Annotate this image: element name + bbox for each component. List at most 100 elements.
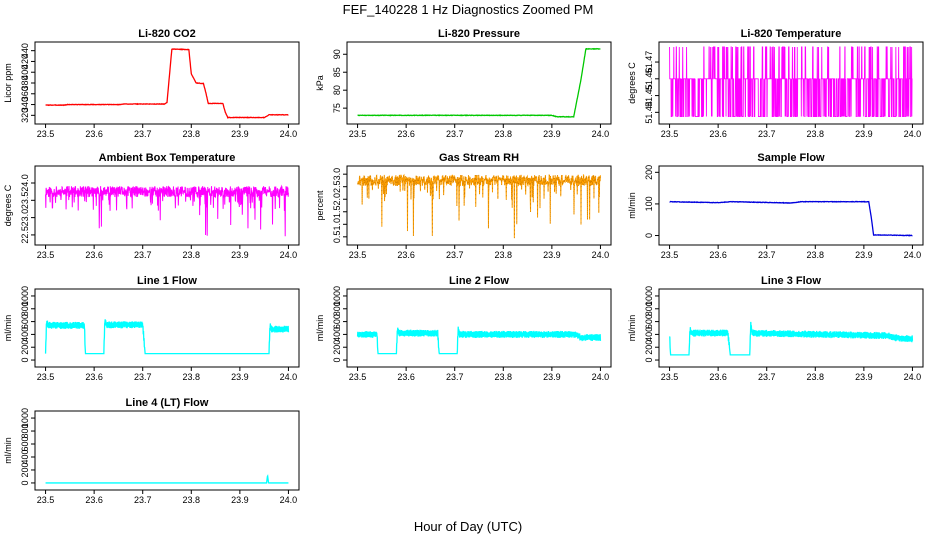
plot-frame xyxy=(34,288,300,368)
y-tick-label: 51.46 xyxy=(644,68,654,91)
y-tick-label: 600 xyxy=(644,314,654,329)
series-group xyxy=(45,184,289,237)
plot-frame xyxy=(34,410,300,491)
x-tick-label: 23.6 xyxy=(85,372,103,382)
y-tick-label: 1000 xyxy=(332,286,342,306)
y-tick-label: 380 xyxy=(20,75,30,90)
x-tick-label: 23.8 xyxy=(807,129,825,139)
panel-title: Line 1 Flow xyxy=(137,275,197,287)
x-tick-label: 24.0 xyxy=(592,129,610,139)
x-tick-label: 23.7 xyxy=(758,129,776,139)
x-tick-label: 23.9 xyxy=(543,250,561,260)
x-tick-label: 23.6 xyxy=(85,129,103,139)
x-tick-label: 23.9 xyxy=(231,495,249,505)
x-tick-label: 23.8 xyxy=(807,250,825,260)
x-tick-label: 23.9 xyxy=(231,372,249,382)
y-tick-label: 0 xyxy=(644,358,654,363)
plot-frame xyxy=(658,165,924,246)
chart-panel: Li-820 Pressure kPa 23.5 23.6 23.7 23.8 23.9 24… xyxy=(315,28,612,139)
y-tick-label: 90 xyxy=(332,49,342,59)
y-axis-label: ml/min xyxy=(315,315,325,342)
series-group xyxy=(357,173,601,239)
y-tick-label: 600 xyxy=(332,314,342,329)
series-group xyxy=(44,319,290,355)
data-line xyxy=(44,319,290,355)
data-line xyxy=(668,321,914,356)
y-tick-label: 320 xyxy=(20,108,30,123)
y-tick-label: 800 xyxy=(332,301,342,316)
x-tick-label: 23.9 xyxy=(855,129,873,139)
y-tick-label: 0 xyxy=(20,358,30,363)
x-tick-label: 24.0 xyxy=(904,372,922,382)
y-tick-label: 0 xyxy=(332,358,342,363)
chart-panel: Line 2 Flow ml/min 23.5 23.6 23.7 23.8 23.9 24.… xyxy=(315,275,612,382)
y-tick-label: 800 xyxy=(20,424,30,439)
y-tick-label: 2.5 xyxy=(332,180,342,193)
x-tick-label: 23.9 xyxy=(543,372,561,382)
y-tick-label: 1.5 xyxy=(332,206,342,219)
panel-title: Gas Stream RH xyxy=(439,152,519,164)
x-tick-label: 23.8 xyxy=(495,129,513,139)
x-tick-label: 23.7 xyxy=(446,372,464,382)
x-tick-label: 24.0 xyxy=(592,250,610,260)
y-tick-label: 420 xyxy=(20,54,30,69)
x-tick-label: 23.8 xyxy=(183,372,201,382)
x-tick-label: 23.9 xyxy=(543,129,561,139)
y-tick-label: 80 xyxy=(332,85,342,95)
y-axis-label: ml/min xyxy=(3,437,13,464)
x-tick-label: 23.7 xyxy=(134,129,152,139)
y-axis-label: degrees C xyxy=(627,62,637,104)
data-line xyxy=(669,200,913,237)
y-tick-label: 400 xyxy=(20,449,30,464)
y-tick-label: 100 xyxy=(644,196,654,211)
y-axis-label: ml/min xyxy=(627,192,637,219)
data-line xyxy=(45,48,289,119)
y-tick-label: 0 xyxy=(20,480,30,485)
x-tick-label: 23.7 xyxy=(446,250,464,260)
plot-frame xyxy=(658,288,924,368)
series-group xyxy=(45,474,289,484)
data-line xyxy=(357,47,601,118)
chart-panel: Gas Stream RH percent 23.5 23.6 23.7 23.8 23.9… xyxy=(315,152,612,260)
x-tick-label: 24.0 xyxy=(904,250,922,260)
y-tick-label: 85 xyxy=(332,67,342,77)
x-tick-label: 23.9 xyxy=(855,372,873,382)
y-tick-label: 600 xyxy=(20,314,30,329)
y-tick-label: 23.5 xyxy=(20,192,30,210)
y-tick-label: 200 xyxy=(644,340,654,355)
y-axis-label: Licor ppm xyxy=(3,63,13,103)
x-tick-label: 23.6 xyxy=(397,129,415,139)
plot-frame xyxy=(34,165,300,246)
panels: Li-820 CO2 Licor ppm 23.5 23.6 23.7 23.8 23.9 2… xyxy=(3,28,924,505)
chart-panel: Line 3 Flow ml/min 23.5 23.6 23.7 23.8 23.9 24.… xyxy=(627,275,924,382)
series-group xyxy=(45,48,289,119)
figure-x-label: Hour of Day (UTC) xyxy=(414,519,522,534)
x-tick-label: 24.0 xyxy=(280,495,298,505)
chart-panel: Li-820 Temperature degrees C 23.5 23.6 23.7 2… xyxy=(627,28,924,139)
plot-frame xyxy=(34,41,300,125)
y-tick-label: 1000 xyxy=(20,286,30,306)
x-tick-label: 23.6 xyxy=(397,250,415,260)
y-tick-label: 440 xyxy=(20,43,30,58)
x-tick-label: 23.7 xyxy=(134,495,152,505)
x-tick-label: 23.5 xyxy=(349,250,367,260)
x-tick-label: 23.7 xyxy=(446,129,464,139)
y-tick-label: 75 xyxy=(332,103,342,113)
y-tick-label: 800 xyxy=(644,301,654,316)
chart-panel: Li-820 CO2 Licor ppm 23.5 23.6 23.7 23.8 23.9 2… xyxy=(3,28,300,139)
y-tick-label: 0 xyxy=(644,233,654,238)
y-tick-label: 0.5 xyxy=(332,231,342,244)
chart-panel: Sample Flow ml/min 23.5 23.6 23.7 23.8 23.9 24.… xyxy=(627,152,924,260)
x-tick-label: 24.0 xyxy=(280,372,298,382)
y-tick-label: 1.0 xyxy=(332,218,342,231)
y-tick-label: 600 xyxy=(20,436,30,451)
y-tick-label: 22.5 xyxy=(20,226,30,244)
y-tick-label: 200 xyxy=(20,340,30,355)
y-tick-label: 340 xyxy=(20,97,30,112)
x-tick-label: 23.5 xyxy=(37,129,55,139)
y-tick-label: 3.0 xyxy=(332,168,342,181)
x-tick-label: 24.0 xyxy=(280,129,298,139)
chart-panel: Line 1 Flow ml/min 23.5 23.6 23.7 23.8 23.9 24.… xyxy=(3,275,300,382)
x-tick-label: 23.8 xyxy=(807,372,825,382)
y-axis-label: degrees C xyxy=(3,184,13,226)
